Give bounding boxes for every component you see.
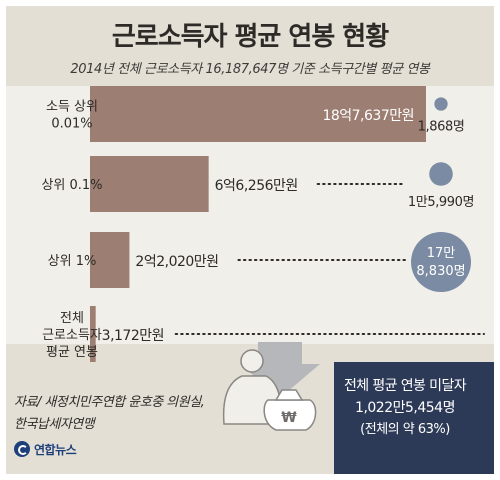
value-label-2: 2억2,020만원 (135, 254, 218, 270)
infographic-card: 근로소득자 평균 연봉 현황 2014년 전체 근로소득자 16,187,647… (6, 6, 494, 474)
svg-text:₩: ₩ (281, 410, 297, 426)
bar-2 (90, 232, 130, 288)
source-note: 자료/ 새정치민주연합 윤호중 의원실, 한국납세자연맹 (14, 392, 205, 436)
bar-1 (90, 156, 209, 212)
category-label-3-1: 근로소득자 (42, 328, 102, 343)
category-label-1-0: 상위 0.1% (41, 178, 102, 193)
count-label-2-0: 17만 (427, 246, 456, 261)
summary-panel (334, 362, 494, 474)
value-label-3: 3,172만원 (102, 328, 164, 344)
value-label-1: 6억6,256만원 (215, 178, 298, 194)
count-label-0: 1,868명 (418, 120, 465, 135)
logo-text: 연합뉴스 (34, 442, 77, 457)
count-bubble-0 (434, 97, 448, 111)
category-label-2-0: 상위 1% (48, 254, 97, 269)
count-bubble-1 (429, 162, 453, 186)
logo-mark-icon (14, 441, 30, 457)
summary-title: 전체 평균 연봉 미달자 (343, 378, 467, 394)
bar-0 (90, 86, 426, 142)
category-label-0-0: 소득 상위 (46, 100, 98, 115)
chart-subtitle: 2014년 전체 근로소득자 16,187,647명 기준 소득구간별 평균 연… (70, 62, 430, 77)
summary-count: 1,022만5,454명 (355, 400, 455, 416)
money-bag-person-icon: ₩ (222, 342, 320, 431)
source-line-2: 한국납세자연맹 (14, 417, 95, 432)
summary-share: (전체의 약 63%) (360, 422, 450, 437)
source-line-1: 자료/ 새정치민주연합 윤호중 의원실, (14, 395, 205, 410)
category-label-0-1: 0.01% (51, 117, 92, 132)
bar-3 (90, 306, 96, 362)
count-bubble-2 (411, 232, 471, 292)
category-label-3-2: 평균 연봉 (46, 345, 98, 360)
count-label-1: 1만5,990명 (408, 195, 474, 210)
chart-title: 근로소득자 평균 연봉 현황 (111, 22, 389, 52)
value-label-0: 18억7,637만원 (322, 108, 414, 124)
news-logo: 연합뉴스 (14, 438, 77, 460)
count-label-2-1: 8,830명 (416, 264, 465, 279)
category-label-3-0: 전체 (60, 311, 84, 326)
